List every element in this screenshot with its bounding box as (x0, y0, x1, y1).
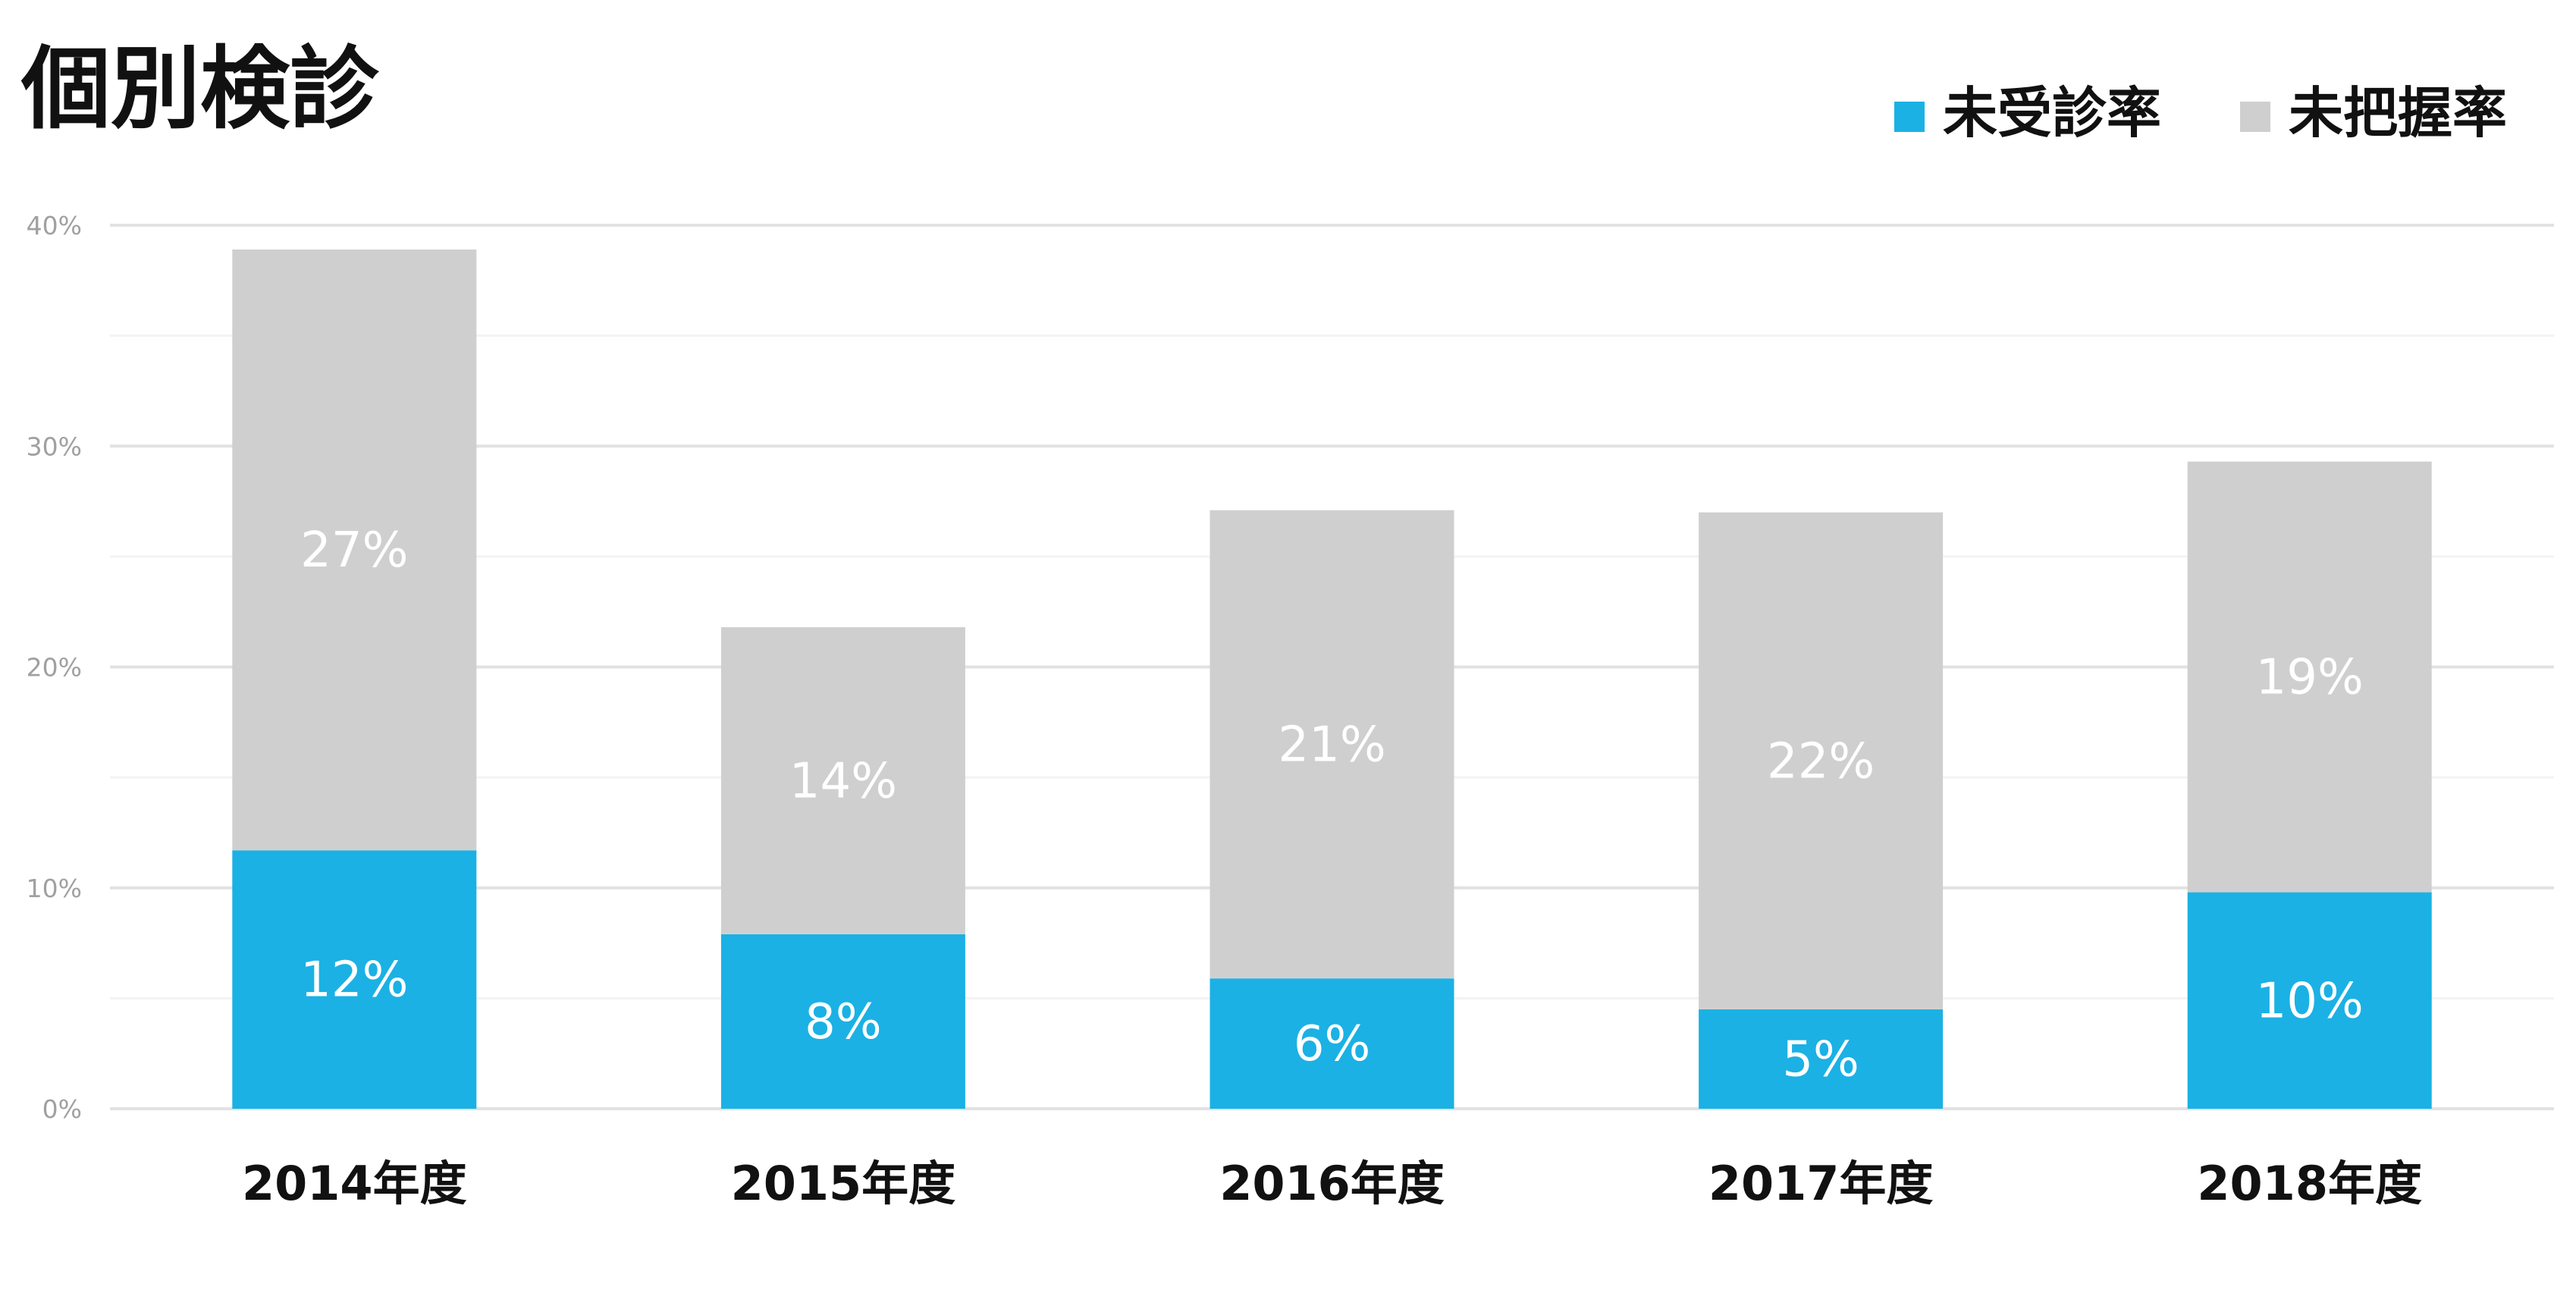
x-tick-label: 2016年度 (1219, 1156, 1445, 1211)
x-tick-label: 2015年度 (731, 1156, 956, 1211)
y-tick-label: 30% (27, 432, 82, 461)
bar-segment-unknown (720, 627, 965, 934)
bars (232, 250, 2432, 1109)
legend-swatch-unknown (2240, 102, 2270, 132)
legend-swatch-unscreened (1894, 102, 1925, 132)
bar-segment-unknown (2187, 461, 2432, 893)
y-tick-label: 40% (27, 211, 82, 240)
legend-label-unscreened: 未受診率 (1943, 81, 2161, 145)
y-tick-label: 0% (42, 1094, 82, 1124)
bar-segment-unscreened (1699, 1009, 1944, 1109)
bar-segment-unscreened (1210, 978, 1454, 1109)
bar-segment-unknown (1699, 512, 1944, 1009)
x-tick-label: 2017年度 (1708, 1156, 1934, 1211)
data-label: 14% (789, 753, 897, 809)
data-label: 12% (300, 953, 408, 1009)
chart-title: 個別検診 (20, 36, 380, 141)
data-label: 19% (2256, 650, 2364, 706)
y-tick-label: 10% (27, 874, 82, 903)
data-label: 6% (1294, 1016, 1371, 1072)
x-tick-label: 2014年度 (242, 1156, 467, 1211)
bar-segment-unscreened (720, 934, 965, 1109)
x-axis-ticks: 2014年度 2015年度 2016年度 2017年度 2018年度 (242, 1156, 2422, 1211)
legend-label-unknown: 未把握率 (2289, 81, 2507, 145)
y-axis-ticks: 0% 10% 20% 30% 40% (27, 211, 82, 1124)
data-label: 8% (805, 994, 882, 1050)
data-label: 27% (300, 523, 408, 579)
data-label: 10% (2256, 973, 2364, 1029)
bar-segment-unscreened (232, 850, 477, 1109)
bar-segment-unknown (232, 250, 477, 851)
bar-segment-unknown (1210, 510, 1454, 979)
data-label: 5% (1782, 1031, 1859, 1088)
data-labels: 12% 27% 8% 14% 6% 21% 5% 22% 10% 19% (300, 523, 2364, 1088)
data-label: 21% (1278, 717, 1385, 773)
x-tick-label: 2018年度 (2197, 1156, 2422, 1211)
y-tick-label: 20% (27, 653, 82, 683)
data-label: 22% (1767, 733, 1875, 789)
legend: 未受診率 未把握率 (1894, 81, 2507, 145)
bar-segment-unscreened (2187, 892, 2432, 1109)
